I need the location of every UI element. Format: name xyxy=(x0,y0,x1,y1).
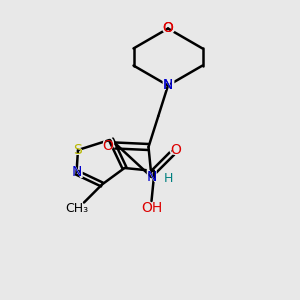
Text: O: O xyxy=(163,22,173,35)
Text: OH: OH xyxy=(138,200,165,217)
Text: N: N xyxy=(163,79,173,92)
Text: N: N xyxy=(163,79,173,92)
Text: O: O xyxy=(160,20,175,38)
Text: O: O xyxy=(170,143,181,157)
Text: N: N xyxy=(145,168,158,186)
Text: CH₃: CH₃ xyxy=(65,202,88,215)
Text: OH: OH xyxy=(141,202,162,215)
Text: N: N xyxy=(160,76,175,94)
Text: O: O xyxy=(163,22,173,35)
Text: H: H xyxy=(163,172,173,185)
Text: N: N xyxy=(146,170,157,184)
Text: N: N xyxy=(71,166,82,179)
Text: N: N xyxy=(70,164,83,181)
Text: O: O xyxy=(168,141,183,159)
Text: O: O xyxy=(103,139,113,152)
Text: S: S xyxy=(72,141,84,159)
Text: S: S xyxy=(74,143,82,157)
Text: O: O xyxy=(101,136,115,154)
